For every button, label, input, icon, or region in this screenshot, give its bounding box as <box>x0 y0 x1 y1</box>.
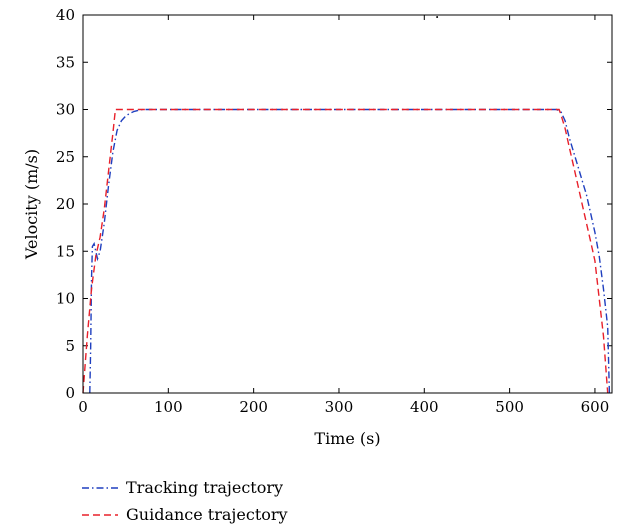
y-tick-label: 5 <box>65 337 75 355</box>
x-tick-label: 400 <box>410 398 439 416</box>
y-tick-label: 40 <box>56 6 75 24</box>
axis-ticks: 0 100 200 300 400 500 600 0 5 10 15 20 25 30 35 40. <box>56 4 612 416</box>
series-line-guidance <box>82 108 609 394</box>
series-line-tracking <box>89 108 611 394</box>
y-axis-label: Velocity (m/s) <box>22 149 41 260</box>
x-tick-label: 200 <box>239 398 268 416</box>
y-tick-label: 0 <box>65 384 75 402</box>
series-lines <box>82 108 611 394</box>
x-tick-label: 100 <box>154 398 183 416</box>
x-axis-label: Time (s) <box>314 429 380 448</box>
x-tick-label: 600 <box>581 398 610 416</box>
plot-frame <box>82 14 613 394</box>
y-tick-label: 25 <box>56 148 75 166</box>
x-tick-label: 500 <box>495 398 524 416</box>
y-tick-label: 10 <box>56 290 75 308</box>
y-tick-label: 20 <box>56 195 75 213</box>
legend: Tracking trajectory Guidance trajectory <box>82 478 288 524</box>
legend-label-tracking: Tracking trajectory <box>126 478 283 497</box>
y-tick-label: 30 <box>56 101 75 119</box>
y-tick-label: 35 <box>56 53 75 71</box>
y-tick-label: 15 <box>56 242 75 260</box>
legend-label-guidance: Guidance trajectory <box>126 505 288 524</box>
plot-annotation: . <box>435 4 440 22</box>
x-tick-label: 0 <box>78 398 88 416</box>
x-tick-label: 300 <box>325 398 354 416</box>
